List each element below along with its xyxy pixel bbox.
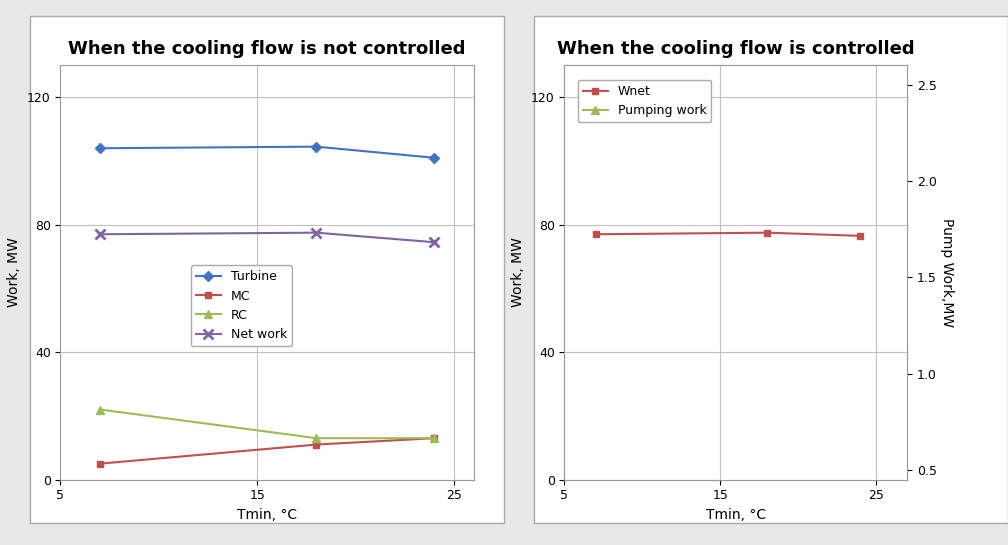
MC [310, 441, 323, 448]
X-axis label: Tmin, °C: Tmin, °C [237, 508, 297, 522]
Wnet [855, 233, 867, 239]
Turbine [428, 155, 440, 161]
Turbine [310, 143, 323, 150]
Y-axis label: Pump Work,MW: Pump Work,MW [939, 218, 954, 327]
Net work [428, 239, 440, 245]
Wnet [761, 229, 773, 236]
Wnet [590, 231, 602, 238]
MC [94, 461, 106, 467]
Pumping work [761, 413, 773, 419]
Line: Pumping work: Pumping work [592, 158, 865, 420]
RC [428, 435, 440, 441]
RC [310, 435, 323, 441]
Legend: Turbine, MC, RC, Net work: Turbine, MC, RC, Net work [191, 265, 292, 346]
Title: When the cooling flow is controlled: When the cooling flow is controlled [557, 40, 914, 58]
Y-axis label: Work, MW: Work, MW [7, 238, 21, 307]
Pumping work [855, 159, 867, 165]
Line: Wnet: Wnet [592, 229, 864, 239]
Line: Net work: Net work [95, 228, 439, 247]
Title: When the cooling flow is not controlled: When the cooling flow is not controlled [69, 40, 466, 58]
Net work [310, 229, 323, 236]
RC [94, 406, 106, 413]
Line: RC: RC [96, 405, 438, 443]
Net work [94, 231, 106, 238]
Turbine [94, 145, 106, 152]
Line: MC: MC [97, 435, 437, 467]
X-axis label: Tmin, °C: Tmin, °C [706, 508, 766, 522]
MC [428, 435, 440, 441]
Y-axis label: Work, MW: Work, MW [511, 238, 525, 307]
Line: Turbine: Turbine [97, 143, 437, 161]
Pumping work [590, 393, 602, 400]
Legend: Wnet, Pumping work: Wnet, Pumping work [578, 80, 712, 122]
